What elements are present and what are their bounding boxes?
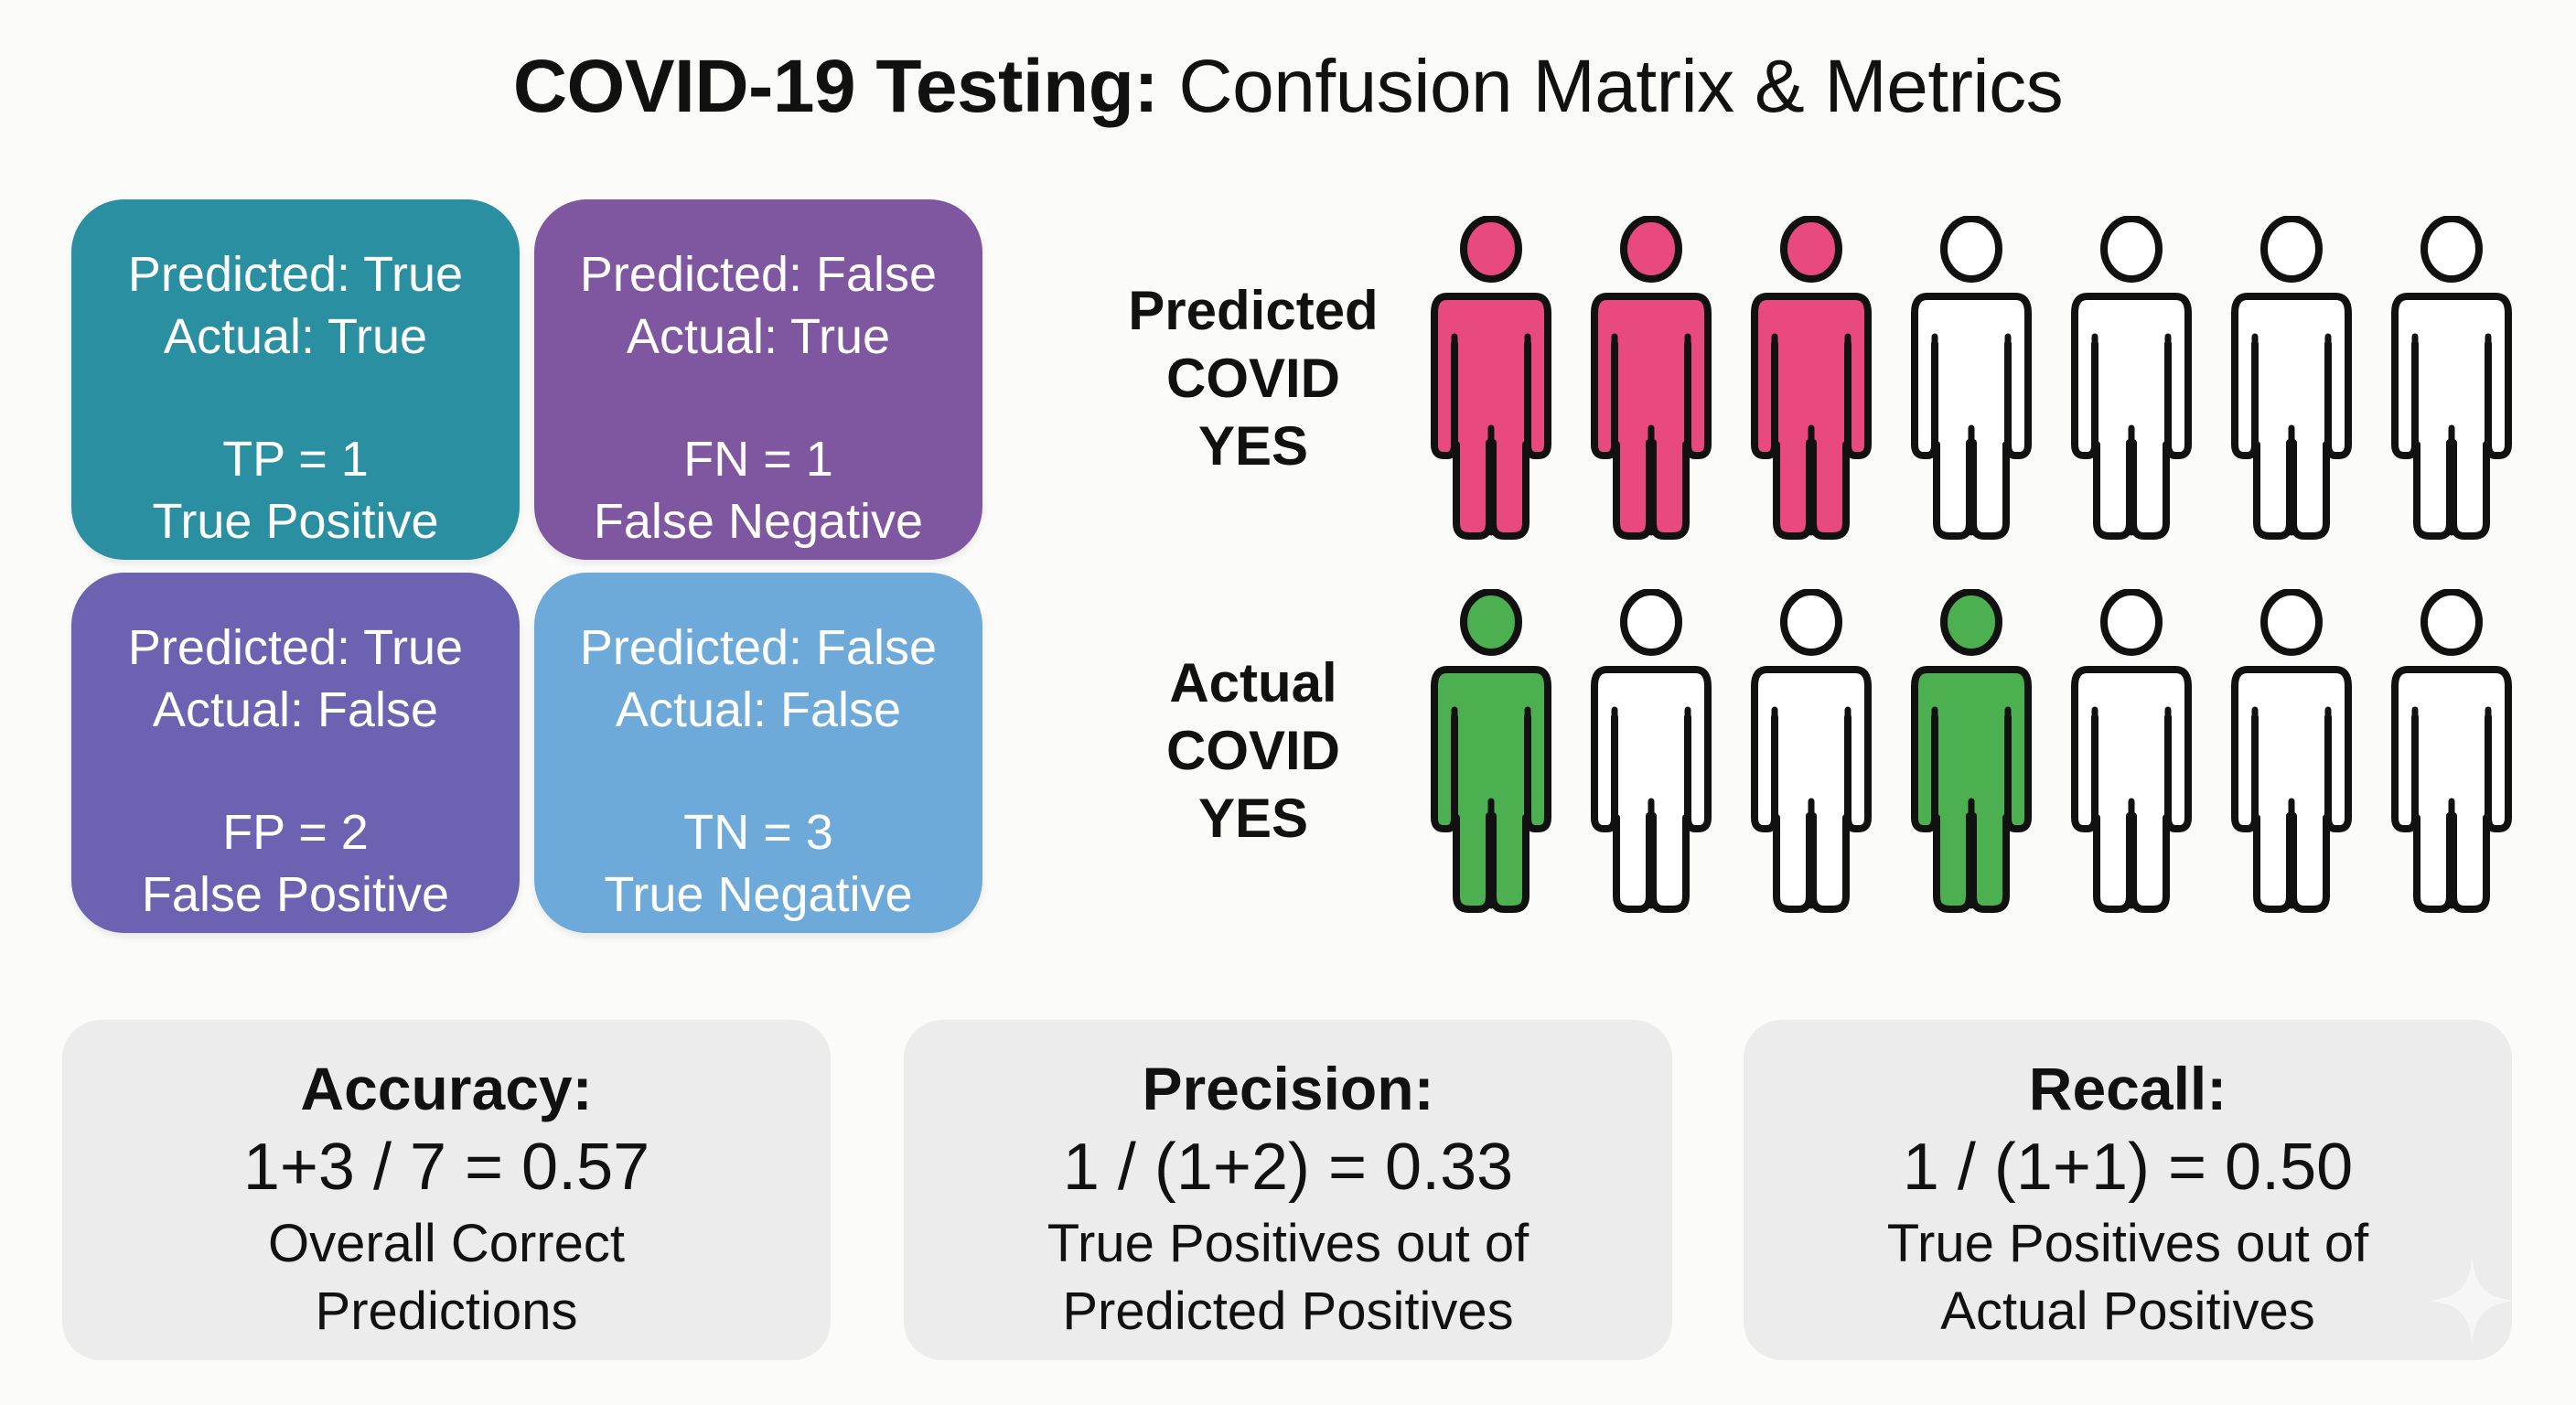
desc-line: Actual Positives (1940, 1282, 2315, 1341)
label-line: YES (1197, 415, 1309, 477)
cell-false-positive: Predicted: True Actual: False FP = 2 Fal… (71, 573, 520, 933)
accuracy-card: Accuracy: 1+3 / 7 = 0.57 Overall Correct… (62, 1020, 831, 1360)
person-icon-empty (2067, 216, 2195, 545)
cell-name: True Positive (152, 494, 439, 549)
person-icon-predicted-filled (1587, 216, 1715, 545)
page-title: COVID-19 Testing: Confusion Matrix & Met… (0, 37, 2576, 137)
cell-count: FN = 1 (683, 432, 833, 487)
person-icon-empty (2388, 216, 2516, 545)
title-bold: COVID-19 Testing: (512, 45, 1159, 128)
person-icon-empty (1587, 589, 1715, 918)
metric-formula: 1 / (1+1) = 0.50 (1902, 1131, 2354, 1204)
metric-title: Recall: (2028, 1055, 2227, 1122)
title-regular: Confusion Matrix & Metrics (1178, 45, 2064, 128)
metric-description: Overall Correct Predictions (62, 1210, 831, 1346)
cell-true-positive: Predicted: True Actual: True TP = 1 True… (71, 199, 520, 560)
metric-description: True Positives out of Actual Positives (1744, 1210, 2512, 1346)
desc-line: Predicted Positives (1062, 1282, 1514, 1341)
metric-description: True Positives out of Predicted Positive… (904, 1210, 1672, 1346)
person-icon-actual-filled (1427, 589, 1555, 918)
desc-line: Overall Correct (268, 1214, 625, 1273)
sparkle-icon (2429, 1257, 2516, 1345)
label-line: COVID (1165, 348, 1341, 409)
cell-name: False Negative (593, 494, 924, 549)
desc-line: True Positives out of (1046, 1214, 1530, 1273)
label-line: YES (1197, 788, 1309, 849)
metric-title: Accuracy: (300, 1055, 593, 1122)
recall-card: Recall: 1 / (1+1) = 0.50 True Positives … (1744, 1020, 2512, 1360)
cell-count: FP = 2 (222, 805, 369, 860)
actual-row-label: Actual COVID YES (1102, 649, 1404, 853)
cell-true-negative: Predicted: False Actual: False TN = 3 Tr… (534, 573, 982, 933)
label-line: COVID (1165, 720, 1341, 781)
cell-actual: Actual: True (626, 309, 891, 364)
cell-actual: Actual: False (615, 682, 902, 737)
cell-false-negative: Predicted: False Actual: True FN = 1 Fal… (534, 199, 982, 560)
person-icon-empty (1907, 216, 2035, 545)
cell-name: True Negative (604, 867, 913, 922)
cell-predicted: Predicted: False (579, 620, 938, 675)
label-line: Actual (1169, 652, 1337, 713)
person-icon-empty (2227, 589, 2356, 918)
cell-actual: Actual: False (152, 682, 439, 737)
person-icon-predicted-filled (1747, 216, 1875, 545)
predicted-row-label: Predicted COVID YES (1102, 277, 1404, 480)
person-icon-empty (2227, 216, 2356, 545)
cell-count: TP = 1 (222, 432, 369, 487)
cell-count: TN = 3 (683, 805, 833, 860)
desc-line: True Positives out of (1886, 1214, 2369, 1273)
cell-name: False Positive (141, 867, 450, 922)
person-icon-empty (1747, 589, 1875, 918)
label-line: Predicted (1128, 280, 1379, 341)
cell-actual: Actual: True (163, 309, 428, 364)
metric-title: Precision: (1142, 1055, 1434, 1122)
person-icon-actual-filled (1907, 589, 2035, 918)
person-icon-empty (2067, 589, 2195, 918)
desc-line: Predictions (315, 1282, 578, 1341)
person-icon-predicted-filled (1427, 216, 1555, 545)
precision-card: Precision: 1 / (1+2) = 0.33 True Positiv… (904, 1020, 1672, 1360)
person-icon-empty (2388, 589, 2516, 918)
cell-predicted: Predicted: False (579, 247, 938, 302)
cell-predicted: Predicted: True (127, 620, 464, 675)
metric-formula: 1+3 / 7 = 0.57 (242, 1131, 650, 1204)
cell-predicted: Predicted: True (127, 247, 464, 302)
metric-formula: 1 / (1+2) = 0.33 (1062, 1131, 1514, 1204)
